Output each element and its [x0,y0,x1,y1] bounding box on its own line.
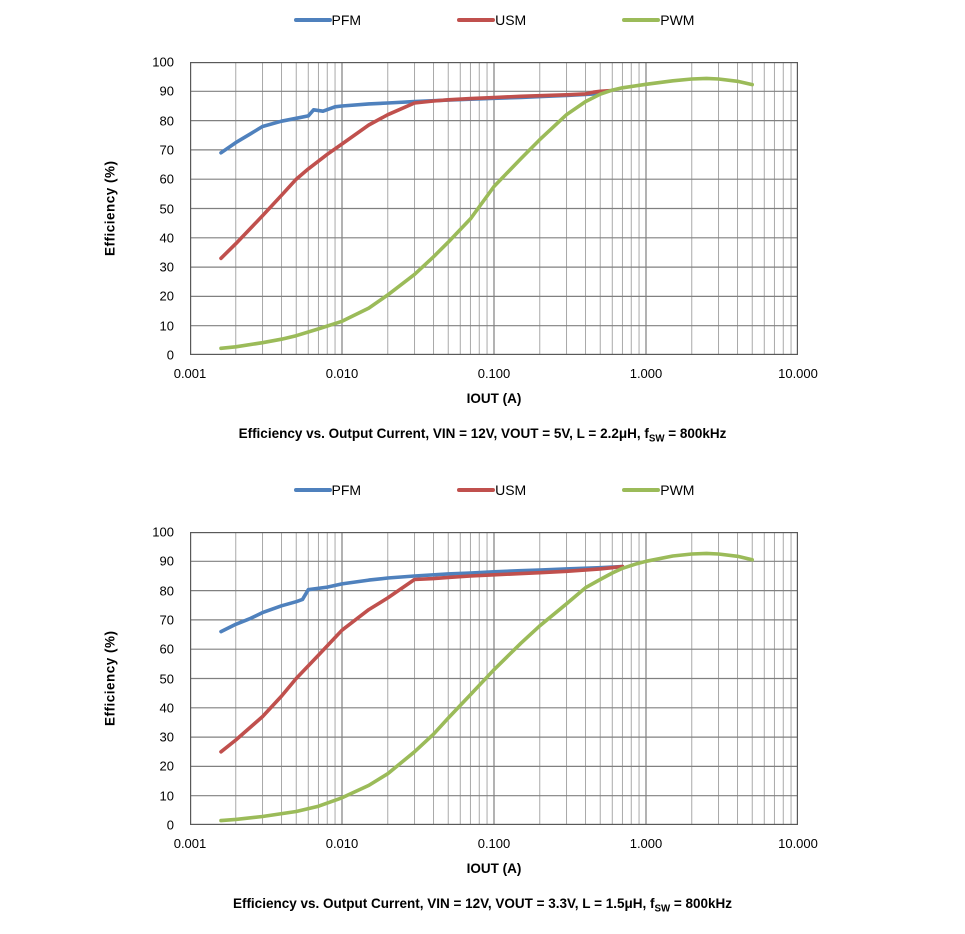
caption-subscript: SW [654,903,671,915]
plot-area [190,62,798,355]
y-tick-label-0: 0 [166,347,174,363]
gridlines [190,532,798,825]
plot-area [190,532,798,825]
y-tick-label-80: 80 [159,583,174,599]
series-line-usm [219,88,612,261]
chart-caption: Efficiency vs. Output Current, VIN = 12V… [0,426,965,445]
legend-item-pfm: PFM [293,481,362,499]
legend-label-usm: USM [495,482,527,498]
x-tick-label-0.001: 0.001 [173,366,207,381]
legend-label-usm: USM [495,12,527,28]
y-axis-title: Efficiency (%) [102,630,118,727]
y-tick-label-10: 10 [159,318,174,334]
y-tick-label-100: 100 [152,524,174,540]
x-tick-label-1.000: 1.000 [629,366,663,381]
legend-item-usm: USM [457,11,526,29]
x-tick-label-1.000: 1.000 [629,836,663,851]
x-tick-label-10.000: 10.000 [778,836,818,851]
pwm-line-swatch [622,488,661,492]
series-line-pwm [219,551,754,823]
legend-label-pfm: PFM [331,12,362,28]
legend-item-usm: USM [457,481,526,499]
y-tick-label-30: 30 [159,729,174,745]
x-tick-label-0.100: 0.100 [477,366,511,381]
x-tick-label-0.100: 0.100 [477,836,511,851]
x-axis-tick-labels: 0.001 0.010 0.100 1.000 10.000 [174,836,818,852]
legend-item-pfm: PFM [293,11,362,29]
y-tick-label-70: 70 [159,142,174,158]
pfm-line-swatch [293,488,332,492]
y-tick-label-100: 100 [152,54,174,70]
chart-bottom-vout-3p3v: PFM USM PWM Efficiency (%) 0 10 20 30 40 50 60… [0,470,965,934]
y-tick-label-70: 70 [159,612,174,628]
legend-item-pwm: PWM [622,481,694,499]
series-line-pwm [219,76,754,351]
y-tick-label-20: 20 [159,758,174,774]
series-line-pfm [219,91,602,155]
x-axis-title: IOUT (A) [466,391,522,406]
y-tick-label-60: 60 [159,641,174,657]
x-tick-label-0.001: 0.001 [173,836,207,851]
gridlines [190,62,798,355]
y-axis-tick-labels: 0 10 20 30 40 50 60 70 80 90 100 [134,55,182,363]
x-tick-label-0.010: 0.010 [325,366,359,381]
caption-suffix: = 800kHz [670,896,733,911]
x-tick-label-10.000: 10.000 [778,366,818,381]
series-line-pfm [219,564,625,634]
legend-label-pwm: PWM [660,12,695,28]
y-axis-tick-labels: 0 10 20 30 40 50 60 70 80 90 100 [134,525,182,833]
x-axis-tick-labels: 0.001 0.010 0.100 1.000 10.000 [174,366,818,382]
y-tick-label-80: 80 [159,113,174,129]
legend-item-pwm: PWM [622,11,694,29]
x-tick-label-0.010: 0.010 [325,836,359,851]
legend: PFM USM PWM [190,11,798,29]
y-tick-label-40: 40 [159,230,174,246]
legend: PFM USM PWM [190,481,798,499]
y-tick-label-50: 50 [159,671,174,686]
pwm-line-swatch [622,18,661,22]
usm-line-swatch [457,18,496,22]
usm-line-swatch [457,488,496,492]
plot-border [190,62,798,355]
legend-label-pwm: PWM [660,482,695,498]
y-tick-label-90: 90 [159,553,174,569]
legend-label-pfm: PFM [331,482,362,498]
plot-border [190,532,798,825]
caption-text: Efficiency vs. Output Current, VIN = 12V… [232,896,655,911]
y-tick-label-30: 30 [159,259,174,275]
y-tick-label-90: 90 [159,83,174,99]
pfm-line-swatch [293,18,332,22]
caption-subscript: SW [648,433,665,445]
y-tick-label-50: 50 [159,201,174,216]
caption-text: Efficiency vs. Output Current, VIN = 12V… [238,426,649,441]
x-axis-title: IOUT (A) [466,861,522,876]
y-axis-title: Efficiency (%) [102,160,118,257]
chart-top-vout-5v: PFM USM PWM Efficiency (%) 0 10 20 30 40 50 60… [0,11,965,445]
y-tick-label-20: 20 [159,288,174,304]
caption-suffix: = 800kHz [664,426,727,441]
series-line-usm [219,564,625,754]
y-tick-label-10: 10 [159,788,174,804]
y-tick-label-40: 40 [159,700,174,716]
y-tick-label-60: 60 [159,171,174,187]
y-tick-label-0: 0 [166,817,174,833]
chart-caption: Efficiency vs. Output Current, VIN = 12V… [0,896,965,915]
